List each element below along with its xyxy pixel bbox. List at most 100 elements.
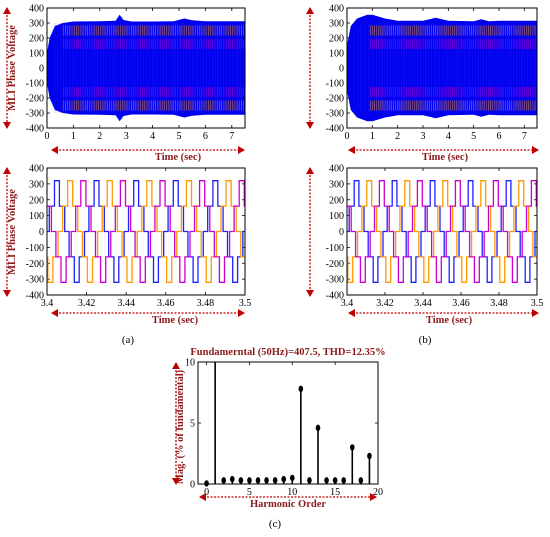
level-band-stripe	[219, 100, 220, 111]
level-band-stripe	[197, 87, 198, 97]
level-band-stripe	[374, 100, 375, 111]
level-band-stripe	[388, 87, 390, 97]
level-band-stripe	[117, 87, 119, 97]
level-band-stripe	[159, 87, 161, 97]
level-band-stripe	[208, 100, 209, 111]
level-band-stripe	[142, 87, 143, 97]
level-band-stripe	[131, 87, 132, 97]
level-band-stripe	[530, 100, 532, 111]
level-band-stripe	[205, 87, 207, 97]
level-band-stripe	[426, 100, 428, 111]
level-band-stripe	[192, 25, 194, 36]
level-band-stripe	[113, 87, 115, 97]
level-band-stripe	[420, 100, 422, 111]
level-band-stripe	[441, 100, 443, 111]
level-band-stripe	[500, 25, 502, 36]
level-band-stripe	[227, 87, 229, 97]
level-band-stripe	[238, 25, 240, 36]
level-band-stripe	[155, 87, 157, 97]
level-band-stripe	[104, 87, 106, 97]
harmonic-marker	[204, 480, 209, 487]
level-band-stripe	[481, 25, 483, 36]
level-band-stripe	[401, 25, 403, 36]
level-band-stripe	[84, 25, 86, 36]
level-band-stripe	[416, 25, 418, 36]
level-band-stripe	[488, 87, 489, 97]
level-band-stripe	[507, 39, 508, 49]
harmonic-marker	[221, 477, 227, 484]
xtick-label: 3.4	[341, 298, 354, 309]
level-band-stripe	[475, 25, 477, 36]
level-band-stripe	[475, 39, 477, 49]
level-band-stripe	[521, 39, 523, 49]
level-band-stripe	[142, 39, 143, 49]
level-band-stripe	[192, 39, 194, 49]
harmonic-marker	[307, 477, 312, 484]
level-band-stripe	[104, 100, 106, 111]
level-band-stripe	[65, 39, 66, 49]
level-band-stripe	[117, 39, 119, 49]
level-band-stripe	[386, 39, 388, 49]
level-band-stripe	[490, 25, 491, 36]
level-band-stripe	[380, 25, 382, 36]
level-band-stripe	[447, 25, 449, 36]
level-band-stripe	[388, 25, 390, 36]
level-band-stripe	[380, 100, 382, 111]
ytick-label: -400	[326, 124, 344, 135]
level-band-stripe	[450, 87, 451, 97]
level-band-stripe	[102, 39, 104, 49]
level-band-stripe	[65, 25, 66, 36]
level-band-stripe	[87, 100, 88, 111]
level-band-stripe	[91, 87, 93, 97]
xtick-label: 0	[204, 487, 209, 498]
ylabel-a-bottom: MLI Phase Voltage	[7, 189, 18, 275]
level-band-stripe	[390, 87, 392, 97]
level-band-stripe	[170, 87, 172, 97]
level-band-stripe	[124, 39, 126, 49]
level-band-stripe	[519, 39, 521, 49]
level-band-stripe	[89, 39, 91, 49]
level-band-stripe	[236, 87, 238, 97]
level-band-stripe	[208, 39, 209, 49]
level-band-stripe	[369, 100, 371, 111]
level-band-stripe	[509, 25, 510, 36]
level-band-stripe	[67, 39, 69, 49]
xtick-label: 3.48	[490, 298, 508, 309]
level-band-stripe	[104, 25, 106, 36]
level-band-stripe	[117, 25, 119, 36]
level-band-stripe	[175, 87, 176, 97]
ytick-label: 400	[29, 4, 44, 15]
level-band-stripe	[479, 100, 481, 111]
level-band-stripe	[168, 39, 170, 49]
level-band-stripe	[177, 87, 179, 97]
level-band-stripe	[439, 39, 441, 49]
level-band-stripe	[454, 100, 456, 111]
level-band-stripe	[388, 100, 390, 111]
level-band-stripe	[523, 39, 525, 49]
level-band-stripe	[409, 25, 411, 36]
level-band-stripe	[230, 39, 231, 49]
level-band-stripe	[67, 100, 69, 111]
level-band-stripe	[460, 100, 462, 111]
level-band-stripe	[435, 25, 437, 36]
ytick-label: -100	[26, 243, 44, 254]
xtick-label: 5	[471, 131, 476, 142]
level-band-stripe	[483, 39, 485, 49]
level-band-stripe	[433, 25, 434, 36]
level-band-stripe	[159, 25, 161, 36]
level-band-stripe	[148, 100, 150, 111]
level-band-stripe	[210, 39, 212, 49]
level-band-stripe	[475, 100, 477, 111]
xtick-label: 4	[150, 131, 155, 142]
level-band-stripe	[230, 87, 231, 97]
level-band-stripe	[124, 25, 126, 36]
level-band-stripe	[203, 39, 205, 49]
level-band-stripe	[460, 87, 462, 97]
level-band-stripe	[115, 25, 117, 36]
level-band-stripe	[76, 87, 77, 97]
level-band-stripe	[418, 39, 420, 49]
level-band-stripe	[124, 87, 126, 97]
level-band-stripe	[67, 25, 69, 36]
level-band-stripe	[113, 100, 115, 111]
